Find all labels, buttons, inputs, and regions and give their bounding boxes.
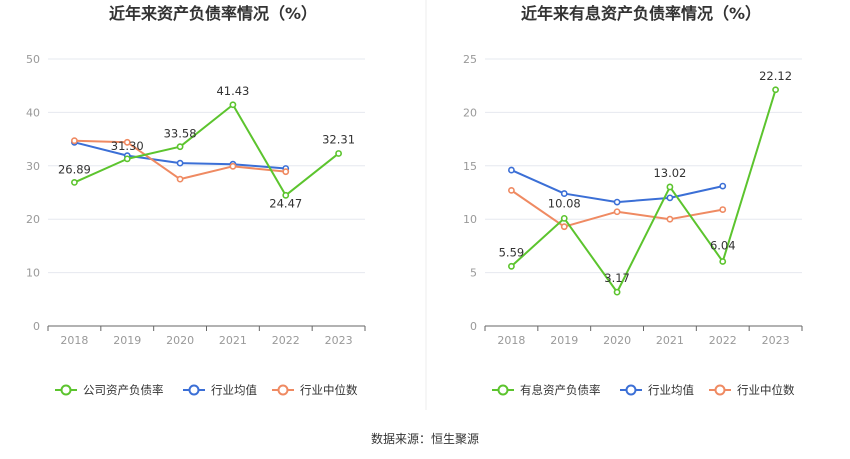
chart-1: 近年来资产负债率情况（%） 0 10 20 30 40 50 2018 2019 2020 2021… [26,4,366,397]
legend-item-median[interactable]: 行业中位数 [709,383,795,397]
data-point-avg [508,166,515,174]
x-tick-label: 2019 [113,334,141,347]
data-point-median [123,138,131,146]
series-line-company [74,103,340,197]
data-label: 13.02 [653,166,686,180]
data-point-company [772,86,779,94]
y-tick-label: 50 [26,53,40,66]
legend-label: 行业中位数 [737,383,795,397]
x-tick-label: 2021 [656,334,684,347]
legend-swatch-marker [625,384,637,396]
y-tick-label: 0 [33,320,40,333]
data-label: 32.31 [322,132,355,146]
data-point-median [560,223,568,231]
data-point-company [719,258,727,265]
series-line-avg [511,169,723,204]
x-tick-label: 2023 [325,334,353,347]
legend-item-avg[interactable]: 行业均值 [183,383,257,397]
series-line-company [510,89,777,294]
legend-item-company[interactable]: 公司资产负债率 [55,383,164,397]
data-point-avg [613,198,621,206]
data-point-company [123,155,131,163]
data-point-median [613,208,621,216]
data-point-company [71,179,78,186]
legend-swatch-marker [188,384,200,396]
legend-swatch-marker [60,384,72,396]
data-point-median [71,137,78,145]
y-tick-label: 10 [26,267,40,280]
legend-label: 行业均值 [648,383,694,397]
data-point-median [229,162,237,170]
x-tick-label: 2020 [603,334,631,347]
data-point-company [282,191,290,199]
chart-title: 近年来有息资产负债率情况（%） [521,4,761,23]
legend-item-avg[interactable]: 行业均值 [620,383,694,397]
x-tick-label: 2018 [60,334,88,347]
data-label: 22.12 [759,69,792,83]
data-point-avg [560,190,568,197]
data-point-avg [719,182,727,190]
legend-label: 公司资产负债率 [83,383,164,397]
y-tick-label: 20 [26,213,40,226]
data-label: 24.47 [269,196,302,210]
data-point-median [508,186,515,194]
data-label: 26.89 [58,162,91,176]
data-label: 41.43 [216,84,249,98]
legend-item-company[interactable]: 有息资产负债率 [492,383,601,397]
x-tick-label: 2021 [219,334,247,347]
y-tick-label: 15 [463,160,477,173]
data-point-company [335,150,342,157]
y-tick-label: 40 [26,106,40,119]
y-tick-label: 5 [470,267,477,280]
legend-label: 行业中位数 [300,383,358,397]
y-tick-label: 30 [26,160,40,173]
data-point-avg [176,159,184,167]
legend-label: 行业均值 [211,383,257,397]
x-tick-label: 2018 [497,334,525,347]
legend-swatch-marker [277,384,289,396]
source-label: 数据来源：恒生聚源 [371,431,479,446]
data-label: 3.17 [604,271,630,285]
x-tick-label: 2019 [550,334,578,347]
data-point-median [282,168,290,176]
data-point-company [613,288,621,296]
data-point-company [560,214,568,222]
data-point-company [508,262,515,270]
x-tick-label: 2022 [272,334,300,347]
data-label: 10.08 [548,196,581,210]
y-tick-label: 10 [463,213,477,226]
x-tick-label: 2020 [166,334,194,347]
data-label: 33.58 [164,127,197,141]
legend-swatch-marker [714,384,726,396]
x-tick-label: 2023 [762,334,790,347]
data-point-company [176,143,184,151]
y-tick-label: 25 [463,53,477,66]
data-label: 6.04 [710,238,736,252]
data-label: 5.59 [499,245,525,259]
data-point-median [666,215,674,223]
data-label: 31.30 [111,139,144,153]
data-point-avg [666,194,674,202]
chart-2: 近年来有息资产负债率情况（%） 0 5 10 15 20 25 2018 2019 2020 202… [463,4,803,397]
y-tick-label: 20 [463,106,477,119]
legend-item-median[interactable]: 行业中位数 [272,383,358,397]
data-point-company [666,183,674,191]
legend-swatch-marker [497,384,509,396]
x-tick-label: 2022 [709,334,737,347]
data-point-company [229,101,237,109]
y-tick-label: 0 [470,320,477,333]
legend-label: 有息资产负债率 [520,383,601,397]
chart-title: 近年来资产负债率情况（%） [109,4,317,23]
data-point-median [176,175,184,183]
data-point-median [719,206,727,213]
